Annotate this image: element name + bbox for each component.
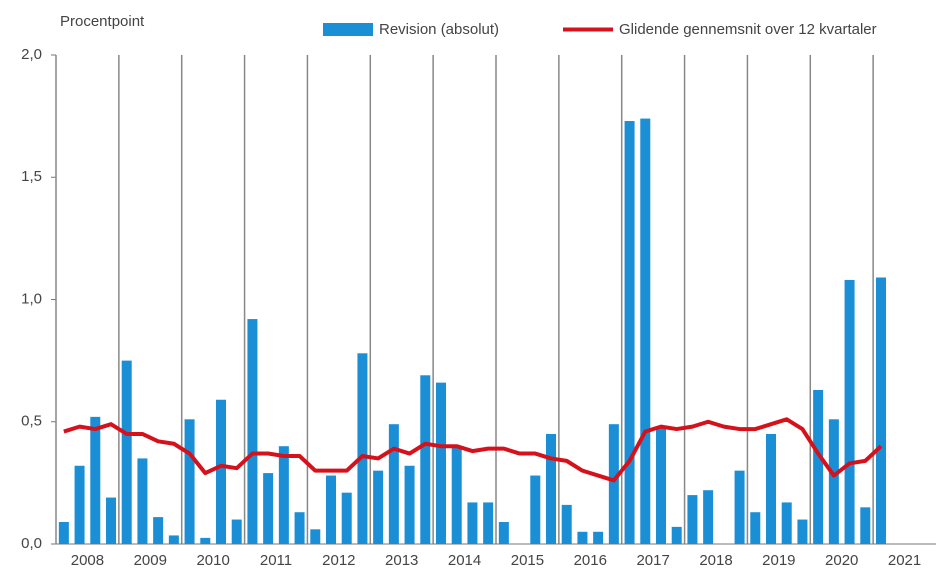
x-tick-label: 2008 [71,552,104,569]
x-tick-label: 2015 [511,552,544,569]
line [63,417,883,483]
bar [184,419,195,544]
x-tick-label: 2013 [385,552,418,569]
x-tick-label: 2016 [574,552,607,569]
legend-swatch [323,23,373,36]
bar [561,504,572,544]
x-tick-label: 2009 [134,552,167,569]
bar [656,426,666,544]
bar [750,512,761,544]
bar [546,433,556,544]
bar [467,502,478,544]
bar [247,319,258,544]
bar [436,382,446,544]
bar [876,277,886,544]
x-tick-label: 2012 [322,552,355,569]
x-tick-label: 2011 [260,552,292,569]
bar [860,507,871,544]
bar [388,424,399,544]
bar [200,537,211,544]
bar [530,475,541,544]
bar [703,490,714,544]
bar [90,416,101,544]
bar [624,121,635,544]
legend-label: Revision (absolut) [379,21,499,38]
bar [357,353,368,544]
bar [121,360,132,544]
bar [216,399,226,544]
bar [844,279,855,544]
bar [828,419,839,544]
bar [813,389,824,544]
bar [593,531,604,544]
legend-label: Glidende gennemsnit over 12 kvartaler [619,21,877,38]
x-tick-label: 2021 [888,552,921,569]
bar [310,529,321,544]
bar [404,465,415,544]
bar [74,465,85,544]
y-axis-label: Procentpoint [60,13,145,30]
bar [640,118,651,544]
bar [373,470,384,544]
bar [451,446,462,544]
bar [58,521,69,544]
bar [137,458,148,544]
bar [734,470,745,544]
x-tick-label: 2010 [196,552,229,569]
bar [326,475,336,544]
bar [687,495,698,544]
bar [671,526,682,544]
bar [278,446,289,544]
y-tick-label: 1,5 [21,168,42,185]
bar [231,519,242,544]
bar [483,502,494,544]
y-tick-label: 0,5 [21,413,42,430]
x-tick-label: 2019 [762,552,795,569]
bar [420,375,431,544]
bar [498,521,509,544]
bar [781,502,792,544]
y-tick-label: 2,0 [21,46,42,63]
x-tick-label: 2020 [825,552,858,569]
bar [797,519,808,544]
x-tick-label: 2017 [636,552,669,569]
bar [168,535,179,544]
bar [263,473,274,544]
y-tick-label: 1,0 [21,290,42,307]
bar [294,512,305,544]
x-tick-label: 2014 [448,552,481,569]
y-tick-label: 0,0 [21,535,42,552]
bar [577,531,588,544]
bar [766,433,776,544]
x-tick-label: 2018 [699,552,732,569]
bar [106,497,116,544]
bar [608,424,619,544]
bar [341,492,352,544]
bar [153,517,164,544]
